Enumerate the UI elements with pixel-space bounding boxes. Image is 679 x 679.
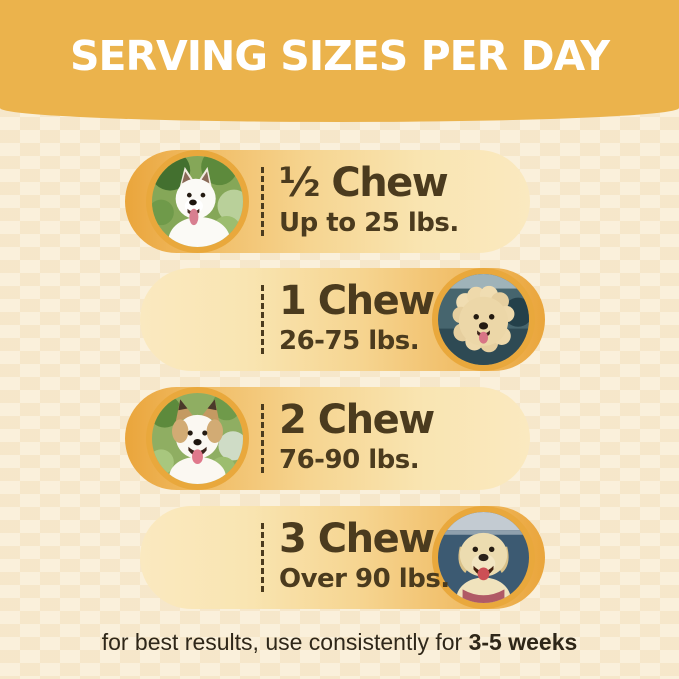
footer-note-duration: 3-5 weeks bbox=[468, 629, 578, 655]
dashed-divider bbox=[261, 285, 264, 354]
chew-amount: 3 Chew bbox=[279, 516, 435, 562]
serving-row-half-chew: ½ Chew Up to 25 lbs. bbox=[125, 150, 530, 253]
dashed-divider bbox=[261, 523, 264, 592]
chew-amount: ½ Chew bbox=[279, 160, 449, 206]
dashed-divider bbox=[261, 404, 264, 473]
cream-doodle-dog-photo bbox=[432, 268, 535, 371]
page-title: SERVING SIZES PER DAY bbox=[69, 32, 610, 80]
header-banner: SERVING SIZES PER DAY bbox=[0, 0, 679, 122]
chew-amount: 2 Chew bbox=[279, 397, 435, 443]
white-tan-collie-dog-photo bbox=[146, 387, 249, 490]
footer-note: for best results, use consistently for 3… bbox=[0, 629, 679, 656]
serving-row-three-chew: 3 Chew Over 90 lbs. bbox=[140, 506, 545, 609]
footer-note-regular: for best results, use consistently for bbox=[101, 629, 469, 655]
weight-range: 76-90 lbs. bbox=[279, 445, 420, 475]
yellow-lab-dog-photo bbox=[432, 506, 535, 609]
serving-row-two-chew: 2 Chew 76-90 lbs. bbox=[125, 387, 530, 490]
weight-range: Over 90 lbs. bbox=[279, 564, 450, 594]
white-spitz-dog-photo bbox=[146, 150, 249, 253]
chew-amount: 1 Chew bbox=[279, 278, 435, 324]
weight-range: 26-75 lbs. bbox=[279, 326, 420, 356]
weight-range: Up to 25 lbs. bbox=[279, 208, 459, 238]
dashed-divider bbox=[261, 167, 264, 236]
serving-row-one-chew: 1 Chew 26-75 lbs. bbox=[140, 268, 545, 371]
